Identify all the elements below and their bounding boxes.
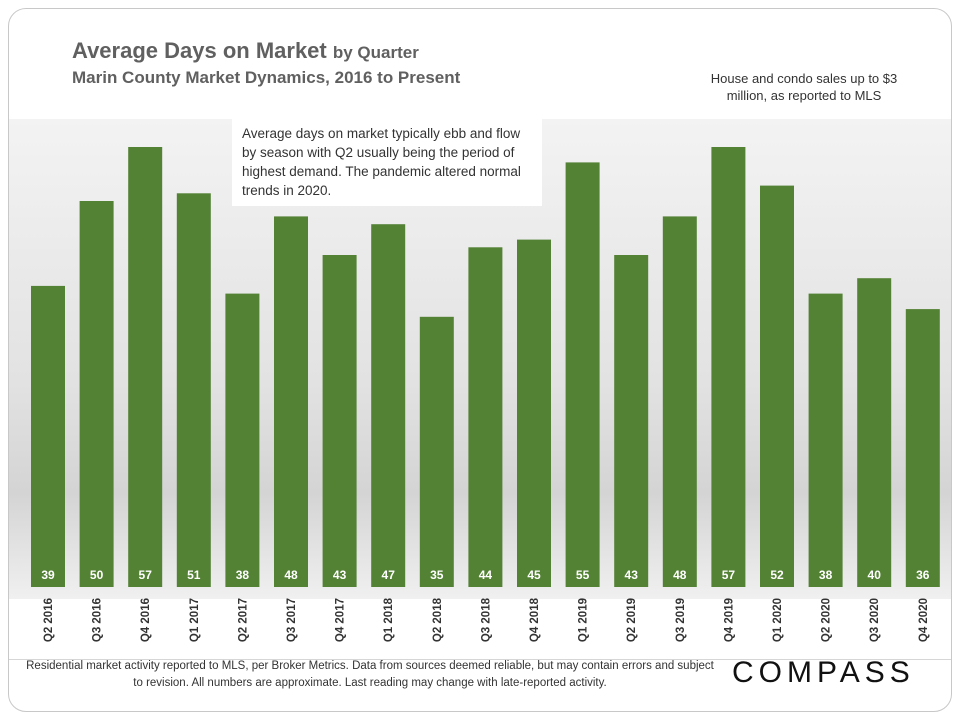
chart-title-suffix: by Quarter bbox=[332, 43, 419, 62]
chart-subtitle: Marin County Market Dynamics, 2016 to Pr… bbox=[72, 68, 461, 87]
bar-value-label: 48 bbox=[673, 568, 687, 582]
bar-value-label: 45 bbox=[527, 568, 541, 582]
bar-value-label: 38 bbox=[236, 568, 250, 582]
bar-q3-2016 bbox=[79, 201, 114, 587]
bar-value-label: 57 bbox=[722, 568, 736, 582]
x-tick-label: Q4 2020 bbox=[918, 598, 930, 642]
bar-q1-2017 bbox=[176, 193, 211, 588]
x-tick-label: Q3 2019 bbox=[675, 598, 687, 642]
x-tick-label: Q2 2019 bbox=[626, 598, 638, 642]
bar-value-label: 40 bbox=[868, 568, 882, 582]
bar-q3-2020 bbox=[857, 278, 892, 587]
bar-value-label: 43 bbox=[333, 568, 347, 582]
bar-value-label: 35 bbox=[430, 568, 444, 582]
bar-value-label: 50 bbox=[90, 568, 104, 582]
x-tick-label: Q3 2018 bbox=[480, 597, 492, 642]
bar-q3-2017 bbox=[274, 216, 308, 587]
bar-value-label: 44 bbox=[479, 568, 493, 582]
x-tick-label: Q1 2017 bbox=[189, 598, 201, 642]
bar-value-label: 57 bbox=[139, 568, 153, 582]
x-tick-label: Q3 2016 bbox=[92, 598, 104, 642]
x-tick-label: Q2 2018 bbox=[432, 597, 444, 642]
bar-q2-2017 bbox=[225, 293, 260, 587]
annotation-callout: Average days on market typically ebb and… bbox=[232, 118, 542, 206]
bar-value-label: 36 bbox=[916, 568, 930, 582]
bar-value-label: 43 bbox=[625, 568, 639, 582]
bar-value-label: 48 bbox=[284, 568, 298, 582]
bar-q3-2019 bbox=[662, 216, 697, 587]
bar-q4-2019 bbox=[711, 147, 746, 587]
bar-q2-2016 bbox=[31, 285, 65, 587]
bar-value-label: 39 bbox=[41, 568, 55, 582]
data-scope-note: House and condo sales up to $3 million, … bbox=[710, 71, 898, 103]
x-tick-label: Q4 2018 bbox=[529, 597, 541, 642]
x-tick-label: Q2 2017 bbox=[237, 598, 249, 642]
bar-value-label: 51 bbox=[187, 568, 201, 582]
x-tick-label: Q1 2018 bbox=[383, 597, 395, 642]
bar-q4-2018 bbox=[517, 239, 551, 587]
x-tick-label: Q4 2019 bbox=[723, 598, 735, 642]
bar-q2-2020 bbox=[808, 293, 843, 587]
x-tick-label: Q1 2020 bbox=[772, 598, 784, 642]
bar-q2-2019 bbox=[614, 255, 649, 587]
bar-value-label: 38 bbox=[819, 568, 833, 582]
bar-value-label: 47 bbox=[382, 568, 396, 582]
x-tick-label: Q4 2016 bbox=[140, 598, 152, 642]
bar-q2-2018 bbox=[419, 316, 454, 587]
bar-q3-2018 bbox=[468, 247, 503, 588]
chart-title: Average Days on Market by Quarter bbox=[72, 38, 419, 64]
x-tick-label: Q1 2019 bbox=[578, 598, 590, 642]
x-tick-label: Q2 2020 bbox=[821, 598, 833, 642]
bar-value-label: 52 bbox=[770, 568, 784, 582]
bar-q1-2018 bbox=[371, 224, 406, 587]
bar-q4-2017 bbox=[322, 255, 357, 587]
bar-q4-2020 bbox=[905, 309, 940, 587]
x-tick-label: Q4 2017 bbox=[335, 598, 347, 642]
compass-logo: COMPASS bbox=[732, 656, 915, 689]
chart-title-main: Average Days on Market bbox=[72, 38, 327, 63]
footer-disclaimer: Residential market activity reported to … bbox=[26, 660, 714, 689]
footer-divider bbox=[9, 659, 951, 660]
bar-q1-2019 bbox=[565, 162, 600, 587]
bar-q4-2016 bbox=[128, 147, 163, 587]
x-tick-label: Q3 2017 bbox=[286, 598, 298, 642]
bar-q1-2020 bbox=[760, 185, 794, 587]
x-tick-label: Q3 2020 bbox=[869, 598, 881, 642]
x-tick-label: Q2 2016 bbox=[43, 598, 55, 642]
bar-value-label: 55 bbox=[576, 568, 590, 582]
